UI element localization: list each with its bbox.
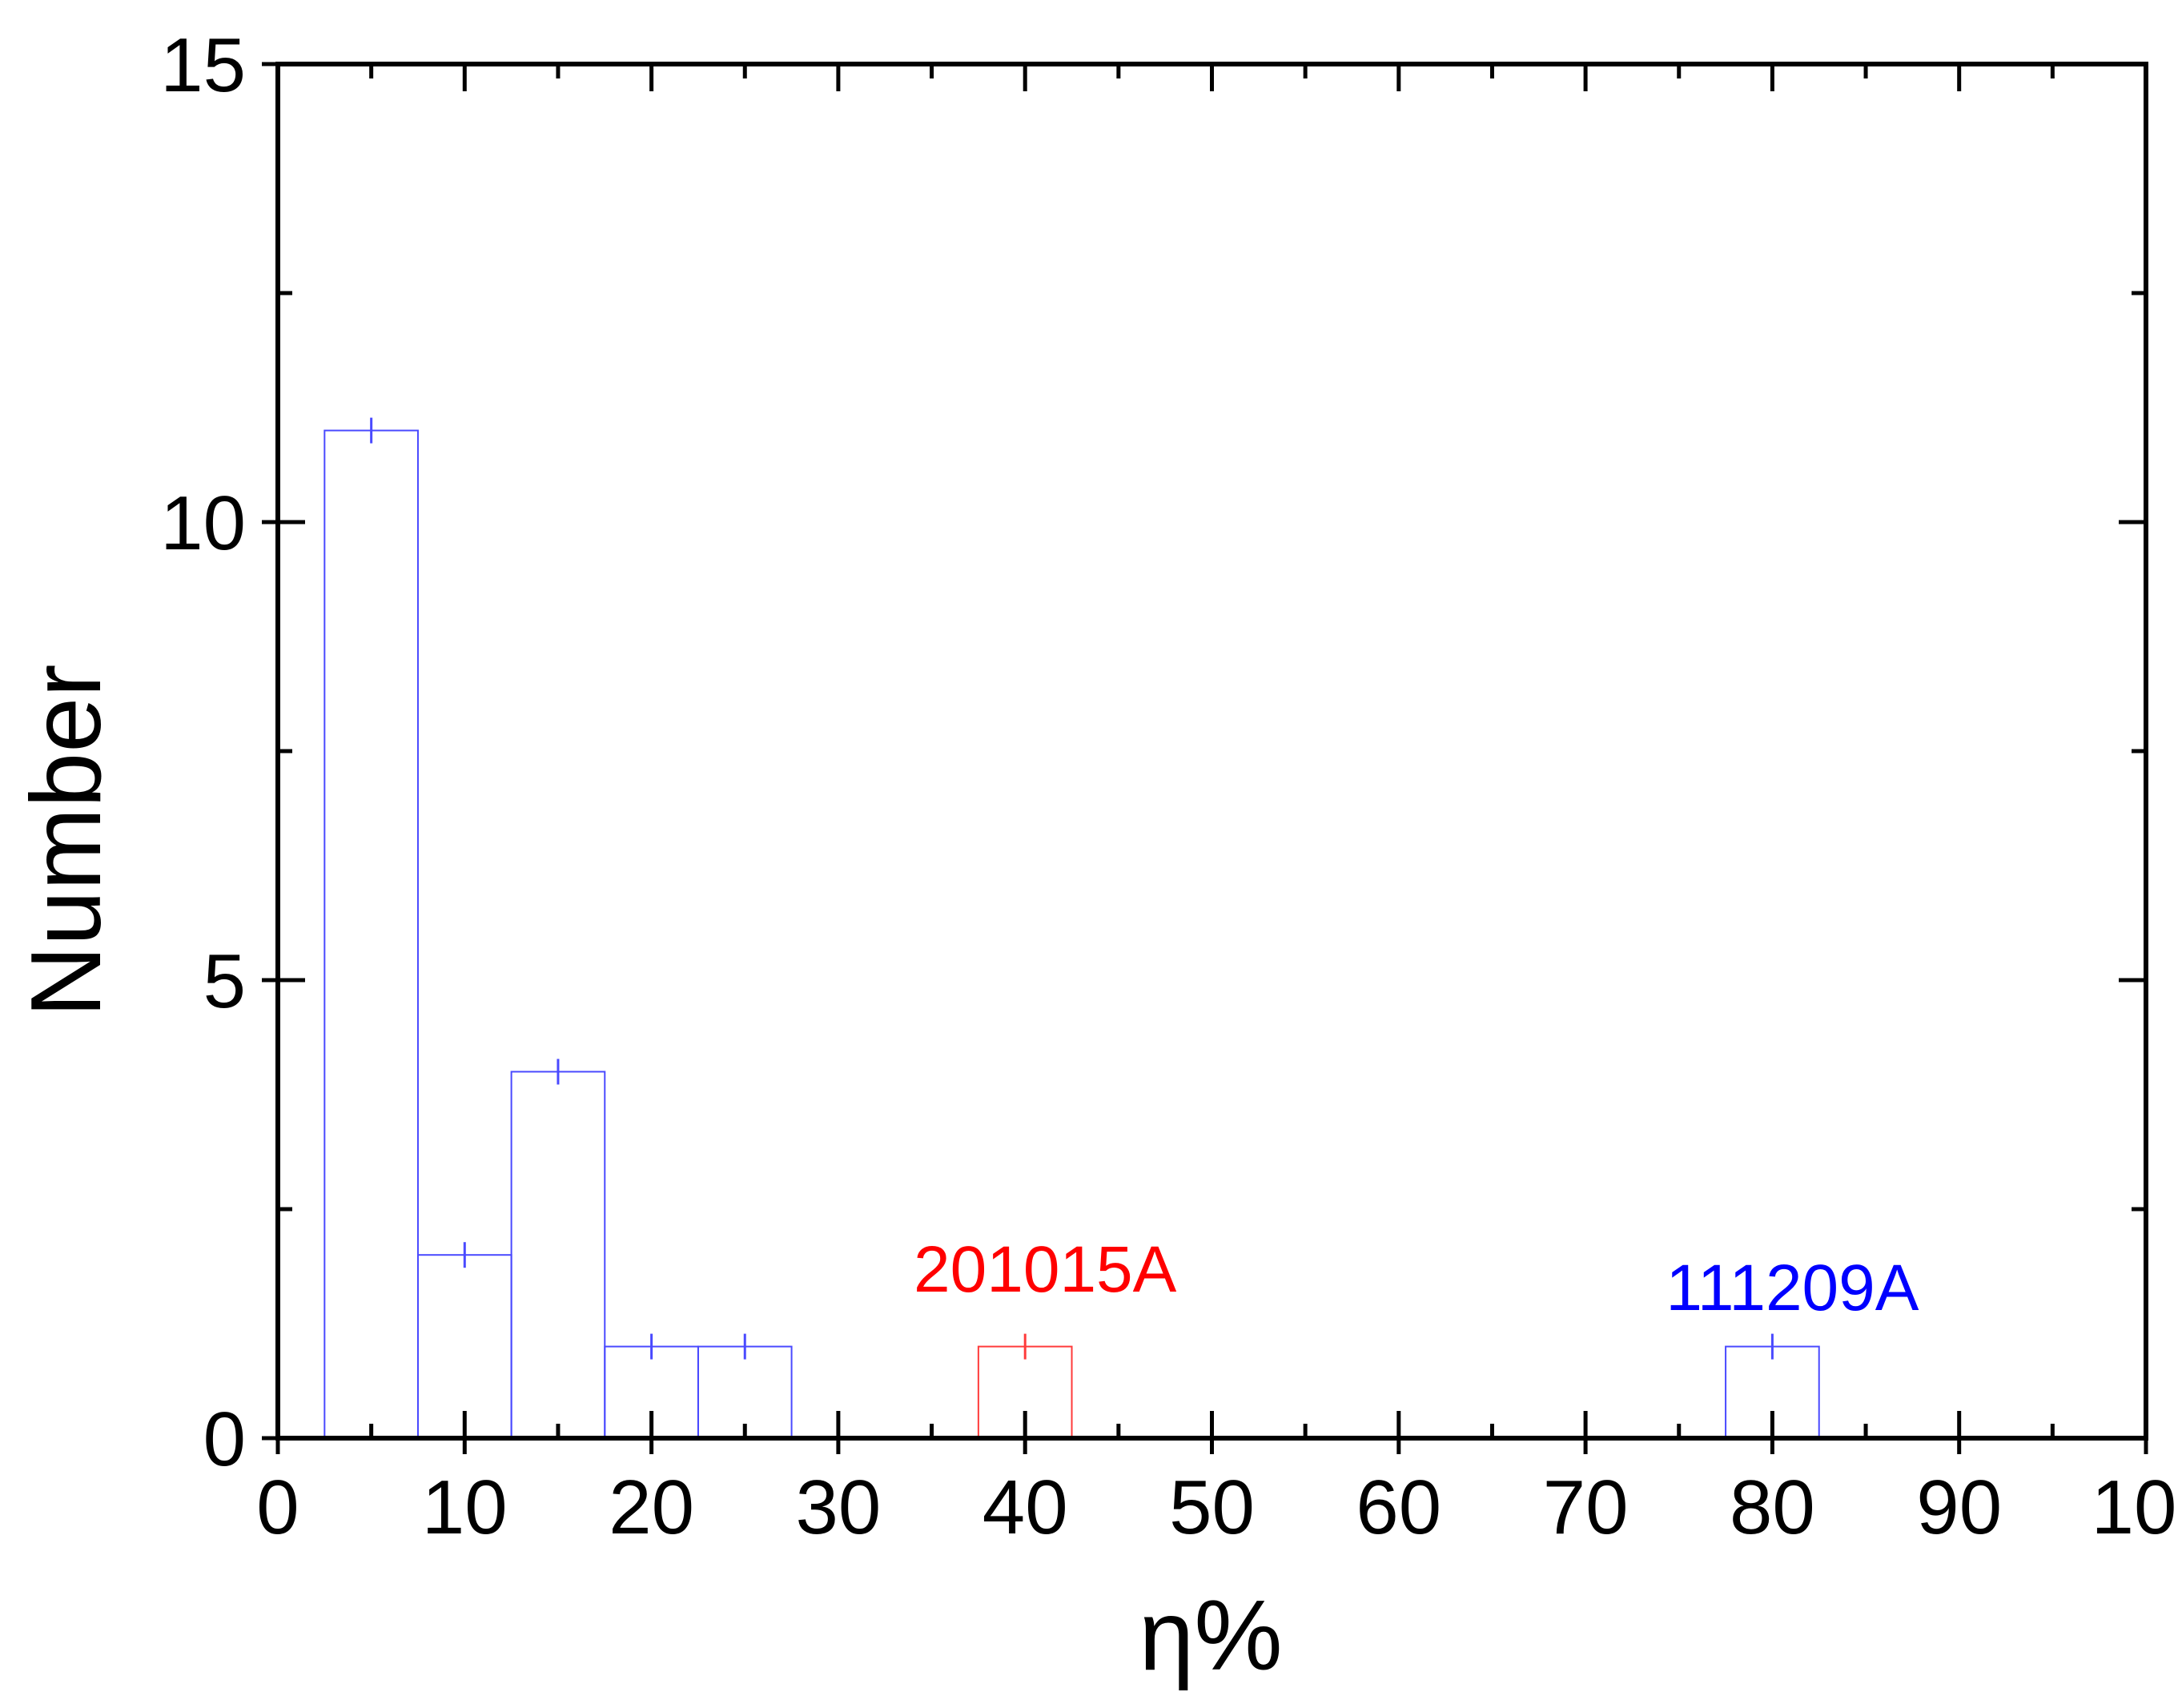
y-tick-label: 0	[203, 1397, 246, 1482]
x-tick-label: 0	[256, 1465, 299, 1550]
annotation-label: 111209A	[1666, 1252, 1919, 1324]
histogram-bar	[323, 429, 419, 1439]
x-tick-label: 90	[1916, 1465, 2002, 1550]
y-axis-title: Number	[11, 664, 122, 1017]
y-tick-label: 15	[160, 22, 246, 108]
y-tick-label: 5	[203, 938, 246, 1024]
y-tick-label: 10	[160, 480, 246, 566]
ticks-layer	[262, 62, 2148, 1454]
x-tick-label: 10	[422, 1465, 508, 1550]
x-tick-label: 10	[2092, 1465, 2177, 1550]
x-tick-label: 40	[983, 1465, 1068, 1550]
x-tick-label: 60	[1356, 1465, 1441, 1550]
x-tick-label: 80	[1730, 1465, 1815, 1550]
x-tick-label: 20	[609, 1465, 694, 1550]
x-tick-label: 70	[1543, 1465, 1629, 1550]
annotation-label: 201015A	[914, 1233, 1177, 1306]
x-axis-title: η%	[1139, 1581, 1282, 1691]
histogram-bar	[416, 1254, 512, 1439]
annotations-layer: 201015A 111209A	[914, 1233, 1919, 1324]
histogram-bar	[510, 1071, 606, 1440]
x-tick-label: 50	[1169, 1465, 1255, 1550]
x-tick-label: 30	[796, 1465, 882, 1550]
plot-frame	[275, 62, 2148, 1441]
